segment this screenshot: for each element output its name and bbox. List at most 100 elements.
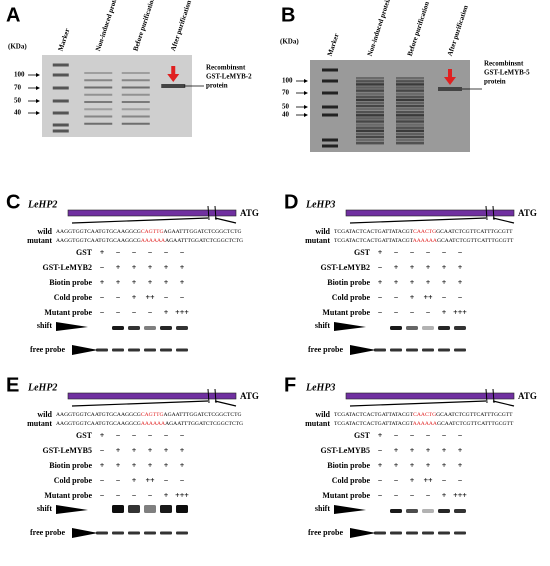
band: [396, 86, 424, 89]
row-label: GST-LeMYB2: [321, 263, 371, 272]
sign: −: [180, 293, 185, 302]
sign: −: [116, 308, 121, 317]
break: [485, 205, 488, 221]
band: [356, 120, 384, 123]
seq-site: CAACTG: [413, 412, 436, 418]
shift-band: [112, 505, 124, 513]
band: [84, 93, 113, 96]
band: [121, 122, 150, 125]
band: [356, 123, 384, 126]
band: [356, 107, 384, 111]
sign: −: [426, 491, 431, 500]
sign: +: [458, 446, 463, 455]
sign: −: [180, 476, 185, 485]
band: [356, 83, 384, 86]
pointer-triangle: [334, 322, 366, 331]
pointer-triangle: [350, 345, 376, 355]
sign: −: [378, 491, 383, 500]
arrow-head: [36, 86, 40, 90]
band: [356, 101, 384, 105]
free-band: [406, 348, 418, 352]
sequence: AAGGTGGTCAATGTGCAAGGCGAAAAAAAGAATTTGGATC…: [56, 421, 243, 427]
panel-letter: C: [6, 191, 20, 213]
band: [84, 115, 113, 118]
sign: −: [378, 476, 383, 485]
shift-label: shift: [37, 504, 52, 513]
red-arrow: [444, 69, 456, 85]
band: [396, 80, 424, 83]
shift-band: [406, 326, 418, 330]
sign: −: [378, 446, 383, 455]
gene-bar: [67, 209, 237, 217]
free-band: [112, 348, 124, 352]
lane-label: Marker: [326, 32, 341, 57]
free-label: free probe: [30, 345, 65, 354]
sequence: AAGGTGGTCAATGTGCAAGGCGCAGTTGAGAATTTGGATC…: [56, 229, 242, 235]
sequence: TCGATACTCACTGATTATACGTAAAAAAGCAATCTCGTTC…: [334, 421, 514, 427]
marker-size: 70: [14, 84, 22, 92]
sign: +++: [175, 491, 189, 500]
sign: +: [378, 431, 383, 440]
sign: +: [426, 278, 431, 287]
band: [396, 138, 424, 142]
band: [396, 104, 424, 108]
row-label: Biotin probe: [327, 461, 370, 470]
shift-band: [160, 326, 172, 330]
band: [322, 138, 338, 142]
seq-site: AAAAAA: [141, 421, 165, 427]
free-band: [160, 348, 172, 352]
break: [207, 388, 210, 404]
start-codon: ATG: [240, 208, 259, 218]
free-band: [160, 531, 172, 535]
sign: +: [410, 293, 415, 302]
seq-name: wild: [37, 410, 52, 419]
sign: −: [164, 293, 169, 302]
band: [52, 99, 69, 103]
zoom-line: [214, 400, 237, 407]
band: [52, 86, 69, 90]
start-codon: ATG: [518, 391, 537, 401]
sign: −: [148, 431, 153, 440]
row-label: Cold probe: [332, 293, 371, 302]
unit-label: (KDa): [8, 43, 27, 51]
sign: +: [164, 461, 169, 470]
sign: −: [116, 491, 121, 500]
band: [52, 123, 69, 127]
lane-label: Non-induced protein: [366, 0, 393, 57]
shift-band: [438, 326, 450, 330]
band: [84, 79, 113, 82]
sign: −: [116, 293, 121, 302]
start-codon: ATG: [518, 208, 537, 218]
band: [356, 141, 384, 145]
seq-pre: TCGATACTCACTGATTATACGT: [334, 238, 414, 244]
band: [396, 123, 424, 126]
sign: +: [394, 278, 399, 287]
sign: −: [394, 491, 399, 500]
row-label: Biotin probe: [49, 278, 92, 287]
sign: +: [378, 248, 383, 257]
sign: −: [132, 491, 137, 500]
band: [121, 86, 150, 89]
zoom-line: [71, 217, 209, 224]
sign: −: [426, 308, 431, 317]
sign: +: [442, 446, 447, 455]
band: [356, 92, 384, 95]
seq-site: AAAAAA: [141, 238, 165, 244]
gel: [42, 55, 192, 137]
free-band: [374, 531, 386, 535]
band: [84, 72, 113, 74]
row-label: GST: [76, 431, 93, 440]
shift-band: [454, 326, 466, 330]
pointer-triangle: [350, 528, 376, 538]
band: [84, 86, 113, 89]
band: [356, 98, 384, 102]
gene-name: LeHP2: [27, 199, 57, 210]
protein-label: protein: [206, 82, 228, 90]
sign: +: [378, 461, 383, 470]
sign: −: [394, 476, 399, 485]
sign: +: [394, 461, 399, 470]
sign: +: [116, 446, 121, 455]
band: [356, 89, 384, 92]
sign: +: [458, 278, 463, 287]
band: [356, 129, 384, 133]
